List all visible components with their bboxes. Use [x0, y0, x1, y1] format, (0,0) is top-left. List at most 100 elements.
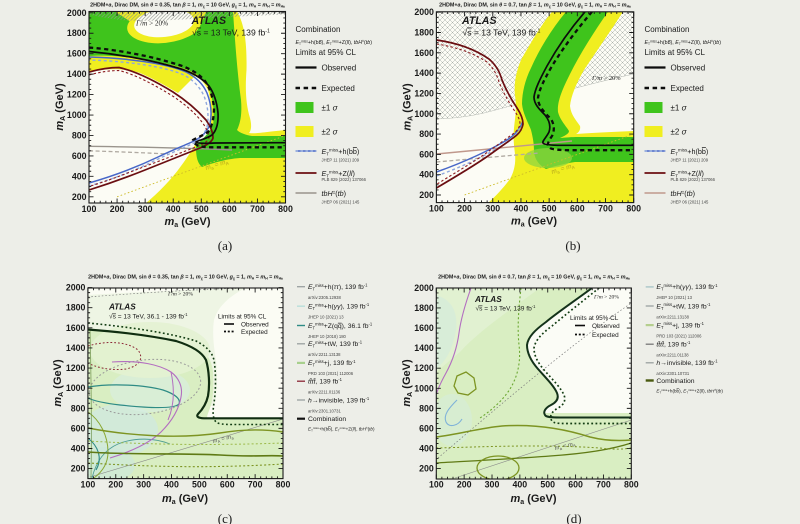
svg-text:400: 400	[513, 480, 528, 490]
svg-text:Combination: Combination	[308, 416, 346, 423]
svg-text:ETmiss+h(γγ), 139 fb-1: ETmiss+h(γγ), 139 fb-1	[308, 302, 370, 311]
svg-text:ATLAS: ATLAS	[474, 295, 502, 304]
svg-text:Γ/m > 20%: Γ/m > 20%	[593, 295, 619, 301]
svg-text:ETmiss+j, 139 fb-1: ETmiss+j, 139 fb-1	[308, 359, 356, 368]
svg-text:ETmiss+Z(ll): ETmiss+Z(ll)	[671, 169, 704, 179]
svg-text:1000: 1000	[414, 383, 434, 393]
svg-text:PLB 829 (2022) 137066: PLB 829 (2022) 137066	[322, 177, 367, 182]
svg-text:600: 600	[72, 151, 87, 161]
svg-text:ma = mA: ma = mA	[554, 441, 576, 452]
svg-text:mA (GeV): mA (GeV)	[402, 83, 415, 131]
svg-text:1400: 1400	[414, 343, 434, 353]
svg-text:600: 600	[570, 203, 585, 213]
svg-text:√s = 13 TeV, 139 fb-1: √s = 13 TeV, 139 fb-1	[192, 28, 270, 38]
svg-text:Expected: Expected	[671, 84, 704, 93]
svg-text:600: 600	[222, 204, 237, 214]
svg-text:400: 400	[164, 479, 179, 489]
svg-text:√s = 13 TeV, 139 fb-1: √s = 13 TeV, 139 fb-1	[476, 304, 537, 312]
svg-text:2HDM+a, Dirac DM, sin θ = 0.7,: 2HDM+a, Dirac DM, sin θ = 0.7, tan β = 1…	[438, 275, 630, 281]
svg-text:ETmiss+tW, 139 fb-1: ETmiss+tW, 139 fb-1	[308, 340, 363, 349]
svg-text:Limits at 95% CL: Limits at 95% CL	[296, 48, 357, 57]
svg-text:mA (GeV): mA (GeV)	[401, 359, 414, 407]
svg-text:tttt, 139 fb-1: tttt, 139 fb-1	[308, 377, 343, 385]
svg-text:800: 800	[419, 403, 434, 413]
svg-text:ETmiss+h(bb): ETmiss+h(bb)	[322, 147, 360, 157]
svg-text:1400: 1400	[414, 68, 434, 78]
svg-text:1200: 1200	[414, 88, 434, 98]
svg-text:Limits at 95% CL: Limits at 95% CL	[218, 314, 267, 321]
svg-text:100: 100	[429, 203, 444, 213]
svg-text:mA (GeV): mA (GeV)	[54, 83, 67, 131]
svg-text:h→invisible, 139 fb-1: h→invisible, 139 fb-1	[656, 359, 718, 367]
svg-text:800: 800	[419, 129, 434, 139]
svg-text:700: 700	[598, 203, 613, 213]
svg-text:2HDM+a, Dirac DM, sin θ = 0.7,: 2HDM+a, Dirac DM, sin θ = 0.7, tan β = 1…	[439, 3, 631, 9]
svg-text:ETmiss+h(γγ), 139 fb-1: ETmiss+h(γγ), 139 fb-1	[656, 283, 718, 292]
svg-text:Expected: Expected	[241, 329, 268, 336]
svg-text:JHEP 10 (2021) 13: JHEP 10 (2021) 13	[308, 315, 344, 320]
svg-text:400: 400	[514, 203, 529, 213]
svg-text:400: 400	[419, 170, 434, 180]
svg-text:Expected: Expected	[322, 84, 355, 93]
svg-text:500: 500	[192, 479, 207, 489]
svg-text:mA (GeV): mA (GeV)	[52, 359, 65, 407]
svg-text:±2 σ: ±2 σ	[671, 128, 688, 137]
svg-text:ETmiss+h(ττ), 139 fb-1: ETmiss+h(ττ), 139 fb-1	[308, 283, 368, 292]
svg-text:arXiv:2301.10731: arXiv:2301.10731	[656, 371, 689, 376]
svg-text:ma (GeV): ma (GeV)	[510, 493, 556, 506]
svg-text:arXiv:2211.13138: arXiv:2211.13138	[308, 352, 341, 357]
svg-text:Observed: Observed	[241, 322, 269, 329]
svg-text:500: 500	[540, 480, 555, 490]
svg-text:Observed: Observed	[671, 64, 706, 73]
svg-text:Combination: Combination	[296, 25, 341, 34]
svg-text:200: 200	[72, 192, 87, 202]
svg-text:2000: 2000	[66, 283, 86, 293]
svg-text:±1 σ: ±1 σ	[322, 104, 339, 113]
svg-text:Combination: Combination	[656, 378, 694, 385]
svg-text:Γ/m > 20%: Γ/m > 20%	[591, 75, 621, 82]
svg-text:Limits at 95% CL: Limits at 95% CL	[645, 48, 706, 57]
svg-text:ETmiss+h(bb), ETmiss+Z(ll), tb: ETmiss+h(bb), ETmiss+Z(ll), tbH±(tb)	[656, 388, 723, 395]
svg-text:600: 600	[419, 423, 434, 433]
svg-text:800: 800	[624, 480, 639, 490]
svg-text:ETmiss+h(bb), ETmiss+Z(ll), tb: ETmiss+h(bb), ETmiss+Z(ll), tbH±(tb)	[308, 426, 375, 433]
svg-text:tbH±(tb): tbH±(tb)	[322, 189, 347, 198]
svg-text:800: 800	[278, 204, 293, 214]
svg-text:ETmiss+h(bb): ETmiss+h(bb)	[671, 147, 709, 157]
svg-text:800: 800	[72, 130, 87, 140]
svg-text:arXiv:2305.12938: arXiv:2305.12938	[308, 295, 341, 300]
svg-text:600: 600	[568, 480, 583, 490]
svg-text:200: 200	[71, 464, 86, 474]
svg-text:200: 200	[419, 464, 434, 474]
svg-text:JHEP 06 (2021) 145: JHEP 06 (2021) 145	[322, 200, 361, 205]
svg-text:ATLAS: ATLAS	[461, 15, 497, 27]
svg-text:1200: 1200	[67, 90, 87, 100]
svg-text:±2 σ: ±2 σ	[322, 128, 339, 137]
svg-text:ATLAS: ATLAS	[191, 15, 227, 27]
svg-text:arXiv:2211.01138: arXiv:2211.01138	[656, 353, 689, 358]
svg-text:JHEP 11 (2021) 209: JHEP 11 (2021) 209	[671, 158, 709, 163]
svg-text:600: 600	[71, 423, 86, 433]
svg-text:300: 300	[136, 479, 151, 489]
svg-text:ETmiss+j, 139 fb-1: ETmiss+j, 139 fb-1	[656, 321, 704, 330]
svg-text:1600: 1600	[67, 49, 87, 59]
svg-text:ma (GeV): ma (GeV)	[164, 216, 210, 229]
svg-text:h→invisible, 139 fb-1: h→invisible, 139 fb-1	[308, 396, 370, 404]
svg-text:200: 200	[457, 480, 472, 490]
svg-text:tttt, 139 fb-1: tttt, 139 fb-1	[656, 340, 691, 348]
svg-text:100: 100	[81, 479, 96, 489]
svg-text:1800: 1800	[67, 28, 87, 38]
svg-text:2HDM+a, Dirac DM, sin θ = 0.35: 2HDM+a, Dirac DM, sin θ = 0.35, tan β = …	[88, 275, 283, 281]
svg-text:(a): (a)	[218, 238, 232, 253]
svg-text:700: 700	[596, 480, 611, 490]
svg-text:2000: 2000	[414, 283, 434, 293]
svg-text:300: 300	[485, 480, 500, 490]
svg-text:ETmiss+Z(ll): ETmiss+Z(ll)	[322, 169, 355, 179]
svg-text:√s = 13 TeV, 139 fb-1: √s = 13 TeV, 139 fb-1	[463, 28, 541, 38]
svg-text:Γ/m > 20%: Γ/m > 20%	[135, 20, 168, 28]
svg-text:1600: 1600	[414, 323, 434, 333]
svg-text:arXiv:2211.01136: arXiv:2211.01136	[308, 390, 341, 395]
svg-text:1800: 1800	[414, 28, 434, 38]
svg-text:ATLAS: ATLAS	[108, 303, 136, 312]
svg-text:1800: 1800	[66, 303, 86, 313]
